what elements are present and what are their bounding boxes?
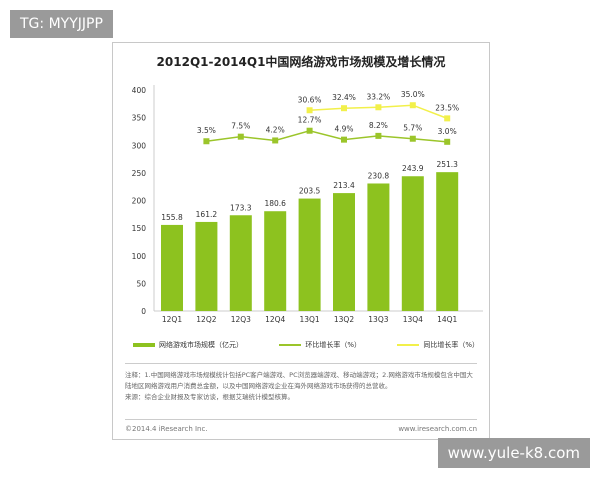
rate-label: 35.0%: [401, 90, 425, 99]
chart-plot: 0 50 100 150 200 250 300 350 400 155.8 12Q1 161.2 12…: [132, 85, 483, 324]
legend-swatch: [279, 344, 302, 346]
x-tick-label: 13Q3: [368, 315, 388, 324]
rate-label: 4.9%: [334, 125, 353, 134]
bar: [298, 198, 321, 311]
line-point: [272, 137, 279, 144]
y-tick-label: 300: [132, 141, 147, 150]
bar-value-label: 243.9: [402, 164, 424, 173]
bar-value-label: 155.8: [161, 213, 183, 222]
bar-value-label: 251.3: [436, 160, 458, 169]
rate-label: 12.7%: [298, 116, 322, 125]
bar: [367, 183, 390, 311]
y-tick-label: 0: [141, 307, 146, 316]
source-text: 来源：综合企业财报及专家访谈，根据艾瑞统计模型核算。: [125, 393, 294, 401]
y-tick-label: 50: [136, 279, 146, 288]
x-tick-label: 13Q1: [299, 315, 319, 324]
bar: [333, 193, 355, 311]
line-point: [375, 132, 382, 139]
bar: [436, 172, 459, 311]
x-tick-label: 12Q1: [162, 315, 182, 324]
y-tick-label: 200: [132, 197, 147, 206]
rate-label: 7.5%: [231, 122, 250, 131]
rate-label: 4.2%: [266, 125, 285, 134]
rate-label: 5.7%: [403, 124, 422, 133]
legend-yoy: 同比增长率（%）: [397, 340, 479, 350]
legend: 网络游戏市场规模（亿元） 环比增长率（%） 同比增长率（%）: [133, 340, 479, 350]
x-tick-label: 13Q4: [403, 315, 423, 324]
line-point: [375, 104, 382, 111]
notes: 注释：1.中国网络游戏市场规模统计包括PC客户端游戏、PC浏览器端游戏、移动端游…: [125, 363, 477, 403]
series-line: [206, 129, 448, 143]
line-point: [203, 138, 210, 145]
line-point: [306, 107, 313, 114]
bar-value-label: 230.8: [368, 171, 390, 180]
bar-value-label: 180.6: [264, 199, 286, 208]
bar-value-label: 213.4: [333, 181, 355, 190]
legend-label: 网络游戏市场规模（亿元）: [159, 341, 243, 349]
x-tick-label: 12Q4: [265, 315, 285, 324]
footer: ©2014.4 iResearch Inc. www.iresearch.com…: [125, 419, 477, 433]
bar-value-label: 173.3: [230, 203, 252, 212]
bar: [161, 224, 183, 311]
y-tick-label: 100: [132, 252, 147, 261]
legend-label: 环比增长率（%）: [305, 341, 361, 349]
x-tick-label: 12Q3: [231, 315, 251, 324]
x-tick-label: 14Q1: [437, 315, 457, 324]
bar: [401, 176, 424, 311]
bar-value-label: 161.2: [196, 210, 218, 219]
watermark-top-left: TG: MYYJJPP: [10, 10, 113, 38]
legend-bar: 网络游戏市场规模（亿元）: [133, 340, 243, 350]
line-point: [444, 138, 451, 145]
bar: [195, 221, 218, 311]
chart-frame: 2012Q1-2014Q1中国网络游戏市场规模及增长情况 0 50 100 150 20…: [112, 42, 490, 440]
x-tick-label: 12Q2: [196, 315, 216, 324]
legend-swatch: [133, 343, 155, 347]
chart-title: 2012Q1-2014Q1中国网络游戏市场规模及增长情况: [156, 55, 446, 69]
rate-label: 30.6%: [298, 95, 322, 104]
bar: [229, 215, 252, 311]
rate-label: 3.5%: [197, 126, 216, 135]
line-point: [306, 127, 313, 134]
y-tick-label: 150: [132, 224, 147, 233]
website: www.iresearch.com.cn: [398, 425, 477, 433]
line-point: [444, 115, 451, 122]
bar-value-label: 203.5: [299, 187, 321, 196]
line-point: [341, 105, 347, 112]
line-point: [237, 133, 244, 140]
copyright: ©2014.4 iResearch Inc.: [125, 425, 208, 433]
watermark-bottom-right: www.yule-k8.com: [437, 438, 590, 468]
rate-label: 23.5%: [435, 103, 459, 112]
y-tick-label: 250: [132, 169, 147, 178]
bar: [264, 211, 287, 311]
note-text: 注释：1.中国网络游戏市场规模统计包括PC客户端游戏、PC浏览器端游戏、移动端游…: [125, 371, 473, 390]
line-point: [409, 102, 416, 109]
legend-label: 同比增长率（%）: [423, 341, 479, 349]
y-tick-label: 400: [132, 86, 147, 95]
rate-label: 8.2%: [369, 121, 388, 130]
line-point: [409, 135, 416, 142]
y-tick-label: 350: [132, 114, 147, 123]
legend-swatch: [397, 344, 420, 346]
line-point: [341, 136, 347, 143]
rate-label: 3.0%: [438, 127, 457, 136]
rate-label: 32.4%: [332, 93, 356, 102]
legend-mom: 环比增长率（%）: [279, 340, 361, 350]
x-tick-label: 13Q2: [334, 315, 354, 324]
rate-label: 33.2%: [366, 92, 390, 101]
